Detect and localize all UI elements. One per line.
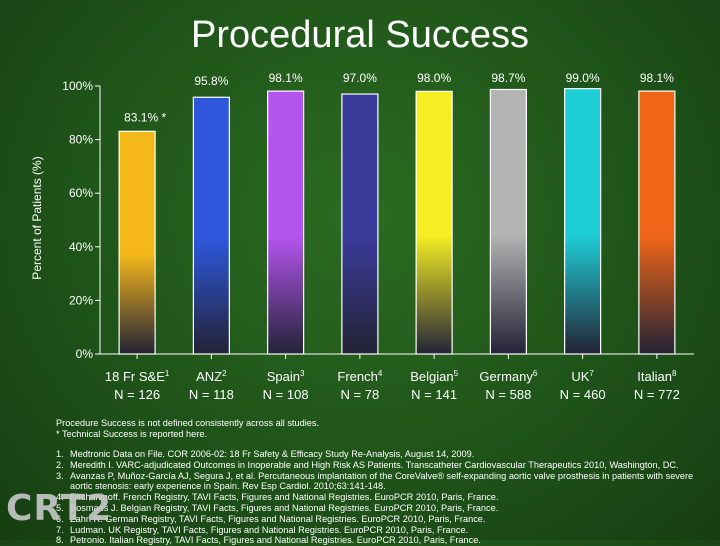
- crt-logo: CRT2: [6, 488, 113, 529]
- reference-item: 5. Bosmans J. Belgian Registry, TAVI Fact…: [56, 503, 696, 514]
- x-sample-size-label: N = 460: [560, 387, 606, 402]
- x-category-label: Spain3: [267, 369, 305, 384]
- reference-text: Zahn R. German Registry, TAVI Facts, Fig…: [70, 513, 486, 524]
- data-label: 97.0%: [343, 71, 377, 85]
- reference-item: 2. Meredith I. VARC-adjudicated Outcomes …: [56, 460, 696, 471]
- x-category-label: 18 Fr S&E1: [105, 369, 170, 384]
- x-category-label: French4: [337, 369, 382, 384]
- bar-spain: [267, 90, 305, 355]
- reference-text: Petronio. Italian Registry, TAVI Facts, …: [70, 535, 481, 546]
- reference-number: 2.: [56, 459, 64, 470]
- reference-text: Medtronic Data on File. COR 2006-02: 18 …: [70, 449, 475, 459]
- data-label: 98.1%: [640, 71, 674, 85]
- reference-text: Bosmans J. Belgian Registry, TAVI Facts,…: [70, 502, 499, 513]
- x-sample-size-label: N = 772: [634, 387, 680, 402]
- bar-french: [341, 93, 379, 355]
- bar-18-fr-s-e: [118, 130, 156, 355]
- data-label: 83.1% *: [124, 110, 166, 124]
- x-sample-size-label: N = 118: [189, 387, 234, 402]
- y-tick-label: 80%: [69, 133, 93, 147]
- reference-number: 4.: [56, 492, 64, 503]
- x-sample-size-label: N = 78: [341, 387, 380, 402]
- reference-number: 5.: [56, 502, 64, 513]
- reference-item: 8. Petronio. Italian Registry, TAVI Facts…: [56, 535, 696, 546]
- reference-item: 7. Ludman. UK Registry, TAVI Facts, Figur…: [56, 525, 696, 536]
- y-axis-label: Percent of Patients (%): [30, 156, 44, 279]
- data-label: 98.0%: [417, 71, 451, 85]
- reference-item: 3. Avanzas P, Muñoz-García AJ, Segura J, …: [56, 471, 696, 493]
- reference-number: 8.: [56, 535, 64, 546]
- slide-title: Procedural Success: [191, 14, 529, 56]
- x-category-label: Germany6: [479, 369, 537, 384]
- y-tick-label: 20%: [69, 293, 93, 307]
- reference-item: 6. Zahn R. German Registry, TAVI Facts, F…: [56, 514, 696, 525]
- x-category-label: Belgian5: [410, 369, 458, 384]
- data-label: 99.0%: [566, 71, 600, 85]
- reference-text: Ludman. UK Registry, TAVI Facts, Figures…: [70, 524, 469, 535]
- x-category-label: Italian8: [637, 369, 677, 384]
- y-tick-label: 0%: [76, 347, 94, 361]
- footnote-technical-success: * Technical Success is reported here.: [56, 428, 207, 439]
- reference-number: 3.: [56, 470, 64, 481]
- bar-anz: [192, 96, 230, 355]
- reference-number: 6.: [56, 513, 64, 524]
- data-label: 98.1%: [269, 71, 303, 85]
- footnotes: Procedure Success is not defined consist…: [56, 418, 696, 440]
- reference-text: Eltchaninoff. French Registry, TAVI Fact…: [70, 492, 499, 503]
- bar-germany: [489, 88, 527, 355]
- reference-text: Meredith I. VARC-adjudicated Outcomes in…: [70, 459, 679, 470]
- x-sample-size-label: N = 588: [485, 387, 531, 402]
- reference-item: 1. Medtronic Data on File. COR 2006-02: 1…: [56, 449, 696, 460]
- bar-chart: 0% 20% 40% 60% 80% 100% Percent of Patients (%…: [30, 71, 680, 402]
- bar-belgian: [415, 90, 453, 355]
- reference-text: Avanzas P, Muñoz-García AJ, Segura J, et…: [70, 470, 694, 492]
- reference-list: 1. Medtronic Data on File. COR 2006-02: 1…: [56, 449, 696, 546]
- reference-item: 4. Eltchaninoff. French Registry, TAVI Fa…: [56, 492, 696, 503]
- x-category-label: ANZ2: [196, 369, 227, 384]
- bar-uk: [564, 88, 602, 355]
- y-tick-label: 60%: [69, 186, 93, 200]
- y-tick-label: 100%: [62, 79, 93, 93]
- x-sample-size-label: N = 141: [411, 387, 457, 402]
- data-label: 95.8%: [194, 74, 228, 88]
- reference-number: 7.: [56, 524, 64, 535]
- y-tick-label: 40%: [69, 240, 93, 254]
- bar-italian: [638, 90, 676, 355]
- reference-number: 1.: [56, 449, 64, 459]
- x-sample-size-label: N = 108: [263, 387, 309, 402]
- footnote-definition: Procedure Success is not defined consist…: [56, 418, 319, 428]
- x-category-label: UK7: [571, 369, 594, 384]
- data-label: 98.7%: [491, 71, 525, 85]
- x-sample-size-label: N = 126: [114, 387, 160, 402]
